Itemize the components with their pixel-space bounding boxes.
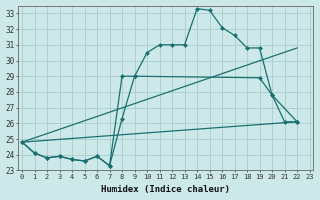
X-axis label: Humidex (Indice chaleur): Humidex (Indice chaleur) bbox=[101, 185, 230, 194]
